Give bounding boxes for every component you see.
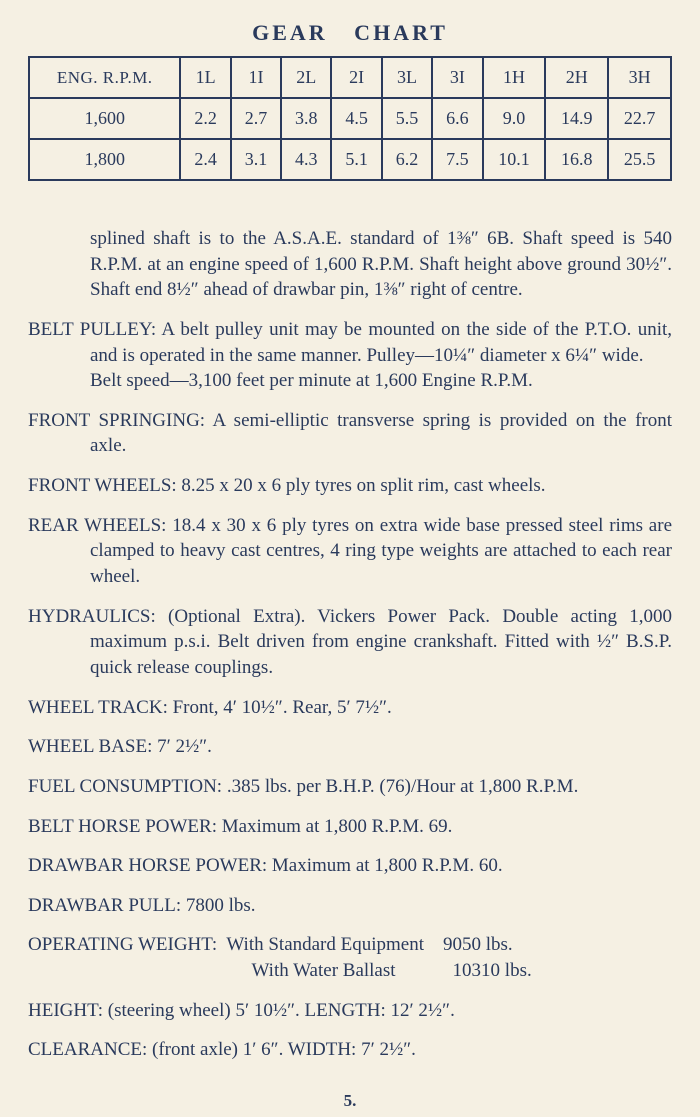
spec-wheel-base: WHEEL BASE: 7′ 2½″.	[28, 734, 672, 760]
col-1l: 1L	[180, 57, 230, 98]
cell: 22.7	[608, 98, 671, 139]
spec-shaft-cont: splined shaft is to the A.S.A.E. standar…	[28, 226, 672, 303]
spec-wheel-track: WHEEL TRACK: Front, 4′ 10½″. Rear, 5′ 7½…	[28, 695, 672, 721]
spec-front-wheels: FRONT WHEELS: 8.25 x 20 x 6 ply tyres on…	[28, 473, 672, 499]
spec-hydraulics: HYDRAULICS: (Optional Extra). Vickers Po…	[28, 604, 672, 681]
specs-section: splined shaft is to the A.S.A.E. standar…	[28, 226, 672, 1063]
cell: 25.5	[608, 139, 671, 180]
cell: 10.1	[483, 139, 546, 180]
col-3i: 3I	[432, 57, 482, 98]
spec-drawbar-horse-power: DRAWBAR HORSE POWER: Maximum at 1,800 R.…	[28, 853, 672, 879]
table-row: 1,600 2.2 2.7 3.8 4.5 5.5 6.6 9.0 14.9 2…	[29, 98, 671, 139]
spec-fuel-consumption: FUEL CONSUMPTION: .385 lbs. per B.H.P. (…	[28, 774, 672, 800]
cell: 4.5	[331, 98, 381, 139]
cell: 7.5	[432, 139, 482, 180]
cell: 16.8	[545, 139, 608, 180]
col-1i: 1I	[231, 57, 281, 98]
col-2l: 2L	[281, 57, 331, 98]
spec-operating-weight: OPERATING WEIGHT: With Standard Equipmen…	[28, 932, 672, 983]
cell-rpm: 1,800	[29, 139, 180, 180]
col-3h: 3H	[608, 57, 671, 98]
cell: 2.7	[231, 98, 281, 139]
cell: 2.2	[180, 98, 230, 139]
cell-rpm: 1,600	[29, 98, 180, 139]
cell: 5.5	[382, 98, 432, 139]
col-1h: 1H	[483, 57, 546, 98]
spec-clearance-width: CLEARANCE: (front axle) 1′ 6″. WIDTH: 7′…	[28, 1037, 672, 1063]
col-2h: 2H	[545, 57, 608, 98]
table-header-row: ENG. R.P.M. 1L 1I 2L 2I 3L 3I 1H 2H 3H	[29, 57, 671, 98]
col-eng-rpm: ENG. R.P.M.	[29, 57, 180, 98]
cell: 5.1	[331, 139, 381, 180]
cell: 14.9	[545, 98, 608, 139]
col-3l: 3L	[382, 57, 432, 98]
col-2i: 2I	[331, 57, 381, 98]
cell: 2.4	[180, 139, 230, 180]
spec-front-springing: FRONT SPRINGING: A semi-elliptic transve…	[28, 408, 672, 459]
table-row: 1,800 2.4 3.1 4.3 5.1 6.2 7.5 10.1 16.8 …	[29, 139, 671, 180]
spec-belt-pulley: BELT PULLEY: A belt pulley unit may be m…	[28, 317, 672, 394]
gear-chart-title: GEAR CHART	[28, 20, 672, 46]
cell: 4.3	[281, 139, 331, 180]
spec-height-length: HEIGHT: (steering wheel) 5′ 10½″. LENGTH…	[28, 998, 672, 1024]
cell: 6.6	[432, 98, 482, 139]
cell: 9.0	[483, 98, 546, 139]
page-number: 5.	[0, 1091, 700, 1111]
spec-belt-horse-power: BELT HORSE POWER: Maximum at 1,800 R.P.M…	[28, 814, 672, 840]
cell: 3.1	[231, 139, 281, 180]
gear-chart-table: ENG. R.P.M. 1L 1I 2L 2I 3L 3I 1H 2H 3H 1…	[28, 56, 672, 181]
spec-drawbar-pull: DRAWBAR PULL: 7800 lbs.	[28, 893, 672, 919]
cell: 6.2	[382, 139, 432, 180]
cell: 3.8	[281, 98, 331, 139]
spec-rear-wheels: REAR WHEELS: 18.4 x 30 x 6 ply tyres on …	[28, 513, 672, 590]
